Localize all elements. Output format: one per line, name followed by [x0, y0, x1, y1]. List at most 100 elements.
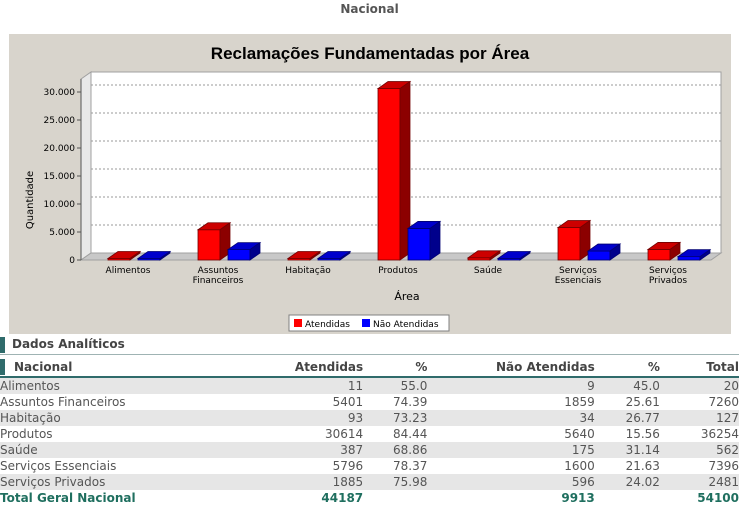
cell-area: Serviços Essenciais	[0, 458, 211, 474]
x-axis-label: Área	[394, 290, 419, 303]
cell-nao-atendidas: 596	[427, 474, 595, 490]
cell-area: Serviços Privados	[0, 474, 211, 490]
y-tick-label: 5.000	[49, 228, 75, 238]
x-tick-label: Alimentos	[106, 266, 151, 276]
bar-atendidas	[377, 88, 401, 261]
page-title: Nacional	[340, 2, 399, 16]
cell-nao-atendidas: 9	[427, 377, 595, 394]
cell-pct-atendidas: 84.44	[363, 426, 428, 442]
bar-side	[699, 248, 711, 261]
x-tick-label: Produtos	[378, 266, 418, 276]
col-header-pct-nao-atendidas: %	[594, 358, 660, 378]
cell-atendidas: 5401	[210, 394, 364, 410]
cell-total: 562	[659, 442, 739, 458]
bar-side	[519, 250, 531, 261]
col-header-pct-atendidas: %	[363, 358, 428, 378]
cell-total: 36254	[659, 426, 739, 442]
cell-atendidas: 11	[210, 377, 364, 394]
total-geral: 54100	[659, 490, 739, 506]
chart-title: Reclamações Fundamentadas por Área	[211, 44, 530, 63]
bar-side	[609, 243, 621, 261]
total-atendidas: 44187	[210, 490, 364, 506]
bar-side	[339, 250, 351, 261]
x-tick-label: Habitação	[285, 266, 331, 276]
cell-pct-atendidas: 74.39	[363, 394, 428, 410]
cell-area: Alimentos	[0, 377, 211, 394]
table-row: Saúde 387 68.86 175 31.14 562	[0, 442, 739, 458]
bar-atendidas	[557, 227, 581, 261]
y-tick-label: 10.000	[44, 200, 76, 210]
table-row: Alimentos 11 55.0 9 45.0 20	[0, 377, 739, 394]
table-row: Habitação 93 73.23 34 26.77 127	[0, 410, 739, 426]
y-tick-label: 30.000	[44, 88, 76, 98]
bar-side	[159, 250, 171, 261]
x-tick-label: Assuntos Financeiros	[193, 266, 244, 286]
table-header-row: Nacional Atendidas % Não Atendidas % Tot…	[0, 358, 739, 378]
cell-nao-atendidas: 5640	[427, 426, 595, 442]
bar-side	[669, 241, 681, 261]
cell-pct-nao-atendidas: 31.14	[594, 442, 660, 458]
cell-area: Produtos	[0, 426, 211, 442]
table-row: Assuntos Financeiros 5401 74.39 1859 25.61 72…	[0, 394, 739, 410]
data-table: Nacional Atendidas % Não Atendidas % Tot…	[0, 358, 739, 506]
cell-atendidas: 1885	[210, 474, 364, 490]
x-tick-label: Serviços Privados	[649, 266, 688, 286]
total-pct-nao-atendidas	[594, 490, 660, 506]
y-tick-label: 20.000	[44, 144, 76, 154]
cell-nao-atendidas: 175	[427, 442, 595, 458]
total-nao-atendidas: 9913	[427, 490, 595, 506]
bar-side	[489, 250, 501, 261]
bar-nao-atendidas	[587, 250, 611, 261]
col-header-nao-atendidas: Não Atendidas	[427, 358, 595, 378]
chart-panel: Reclamações Fundamentadas por Área 0 5.000…	[9, 34, 731, 334]
col-header-nacional: Nacional	[0, 358, 211, 378]
cell-pct-nao-atendidas: 26.77	[594, 410, 660, 426]
cell-atendidas: 5796	[210, 458, 364, 474]
bar-side	[429, 220, 441, 261]
cell-nao-atendidas: 1859	[427, 394, 595, 410]
cell-pct-atendidas: 78.37	[363, 458, 428, 474]
cell-pct-nao-atendidas: 15.56	[594, 426, 660, 442]
bar-nao-atendidas	[227, 249, 251, 261]
bar-side	[129, 250, 141, 261]
cell-pct-nao-atendidas: 45.0	[594, 377, 660, 394]
total-label: Total Geral Nacional	[0, 490, 211, 506]
table-total-row: Total Geral Nacional 44187 9913 54100	[0, 490, 739, 506]
cell-area: Habitação	[0, 410, 211, 426]
legend-label: Não Atendidas	[373, 320, 439, 330]
cell-pct-atendidas: 55.0	[363, 377, 428, 394]
col-header-total: Total	[659, 358, 739, 378]
table-row: Serviços Essenciais 5796 78.37 1600 21.63 739…	[0, 458, 739, 474]
cell-area: Assuntos Financeiros	[0, 394, 211, 410]
cell-total: 127	[659, 410, 739, 426]
cell-nao-atendidas: 1600	[427, 458, 595, 474]
y-tick-label: 15.000	[44, 172, 76, 182]
cell-atendidas: 30614	[210, 426, 364, 442]
section-marker	[0, 337, 5, 353]
bar-side	[249, 241, 261, 261]
x-tick-label: Saúde	[474, 266, 503, 276]
y-tick-label: 25.000	[44, 116, 76, 126]
bar-nao-atendidas	[677, 256, 701, 261]
table-row: Produtos 30614 84.44 5640 15.56 36254	[0, 426, 739, 442]
bar-atendidas	[197, 229, 221, 261]
section-header-dados-analiticos: Dados Analíticos	[0, 336, 739, 355]
total-pct-atendidas	[363, 490, 428, 506]
table-row: Serviços Privados 1885 75.98 596 24.02 2481	[0, 474, 739, 490]
cell-total: 20	[659, 377, 739, 394]
cell-total: 2481	[659, 474, 739, 490]
cell-total: 7396	[659, 458, 739, 474]
legend-label: Atendidas	[305, 320, 350, 330]
x-tick-label: Serviços Essenciais	[555, 266, 602, 286]
bar-side	[309, 250, 321, 261]
cell-pct-atendidas: 73.23	[363, 410, 428, 426]
cell-pct-atendidas: 68.86	[363, 442, 428, 458]
cell-pct-nao-atendidas: 24.02	[594, 474, 660, 490]
plot-left-wall	[80, 71, 92, 261]
bar-chart: Reclamações Fundamentadas por Área 0 5.000…	[25, 44, 723, 332]
cell-area: Saúde	[0, 442, 211, 458]
cell-atendidas: 387	[210, 442, 364, 458]
bar-atendidas	[647, 249, 671, 261]
y-axis-label: Quantidade	[25, 171, 36, 229]
cell-pct-atendidas: 75.98	[363, 474, 428, 490]
